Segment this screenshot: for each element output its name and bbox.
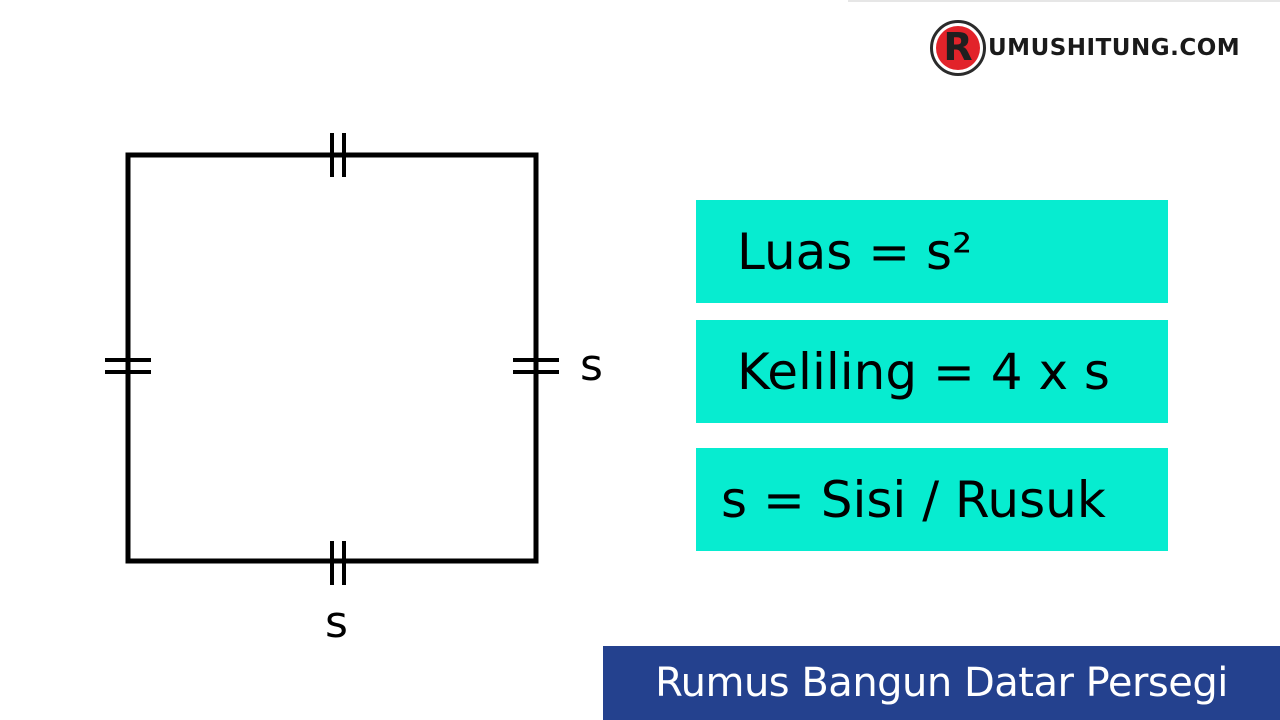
logo-r-badge: R [936,26,980,70]
top-divider [848,0,1280,2]
formula-perimeter: Keliling = 4 x s [737,342,1110,401]
side-label-right: s [580,340,603,391]
square-diagram: s s [105,133,603,648]
title-banner: Rumus Bangun Datar Persegi [603,646,1280,720]
logo-text: UMUSHITUNG.COM [988,35,1241,61]
square-outline [125,152,539,564]
site-logo[interactable]: R UMUSHITUNG.COM [930,18,1240,78]
banner-title: Rumus Bangun Datar Persegi [655,660,1228,706]
formula-perimeter-box: Keliling = 4 x s [696,320,1168,423]
formula-area: Luas = s² [737,222,973,281]
logo-letter: R [943,25,973,69]
tick-mark-left [105,358,151,374]
side-label-bottom: s [325,597,348,648]
tick-mark-top [330,133,346,177]
logo-r-icon: R [930,20,986,76]
tick-mark-right [513,358,559,374]
formula-legend: s = Sisi / Rusuk [721,470,1106,529]
formula-area-box: Luas = s² [696,200,1168,303]
tick-mark-bottom [330,541,346,585]
formula-legend-box: s = Sisi / Rusuk [696,448,1168,551]
